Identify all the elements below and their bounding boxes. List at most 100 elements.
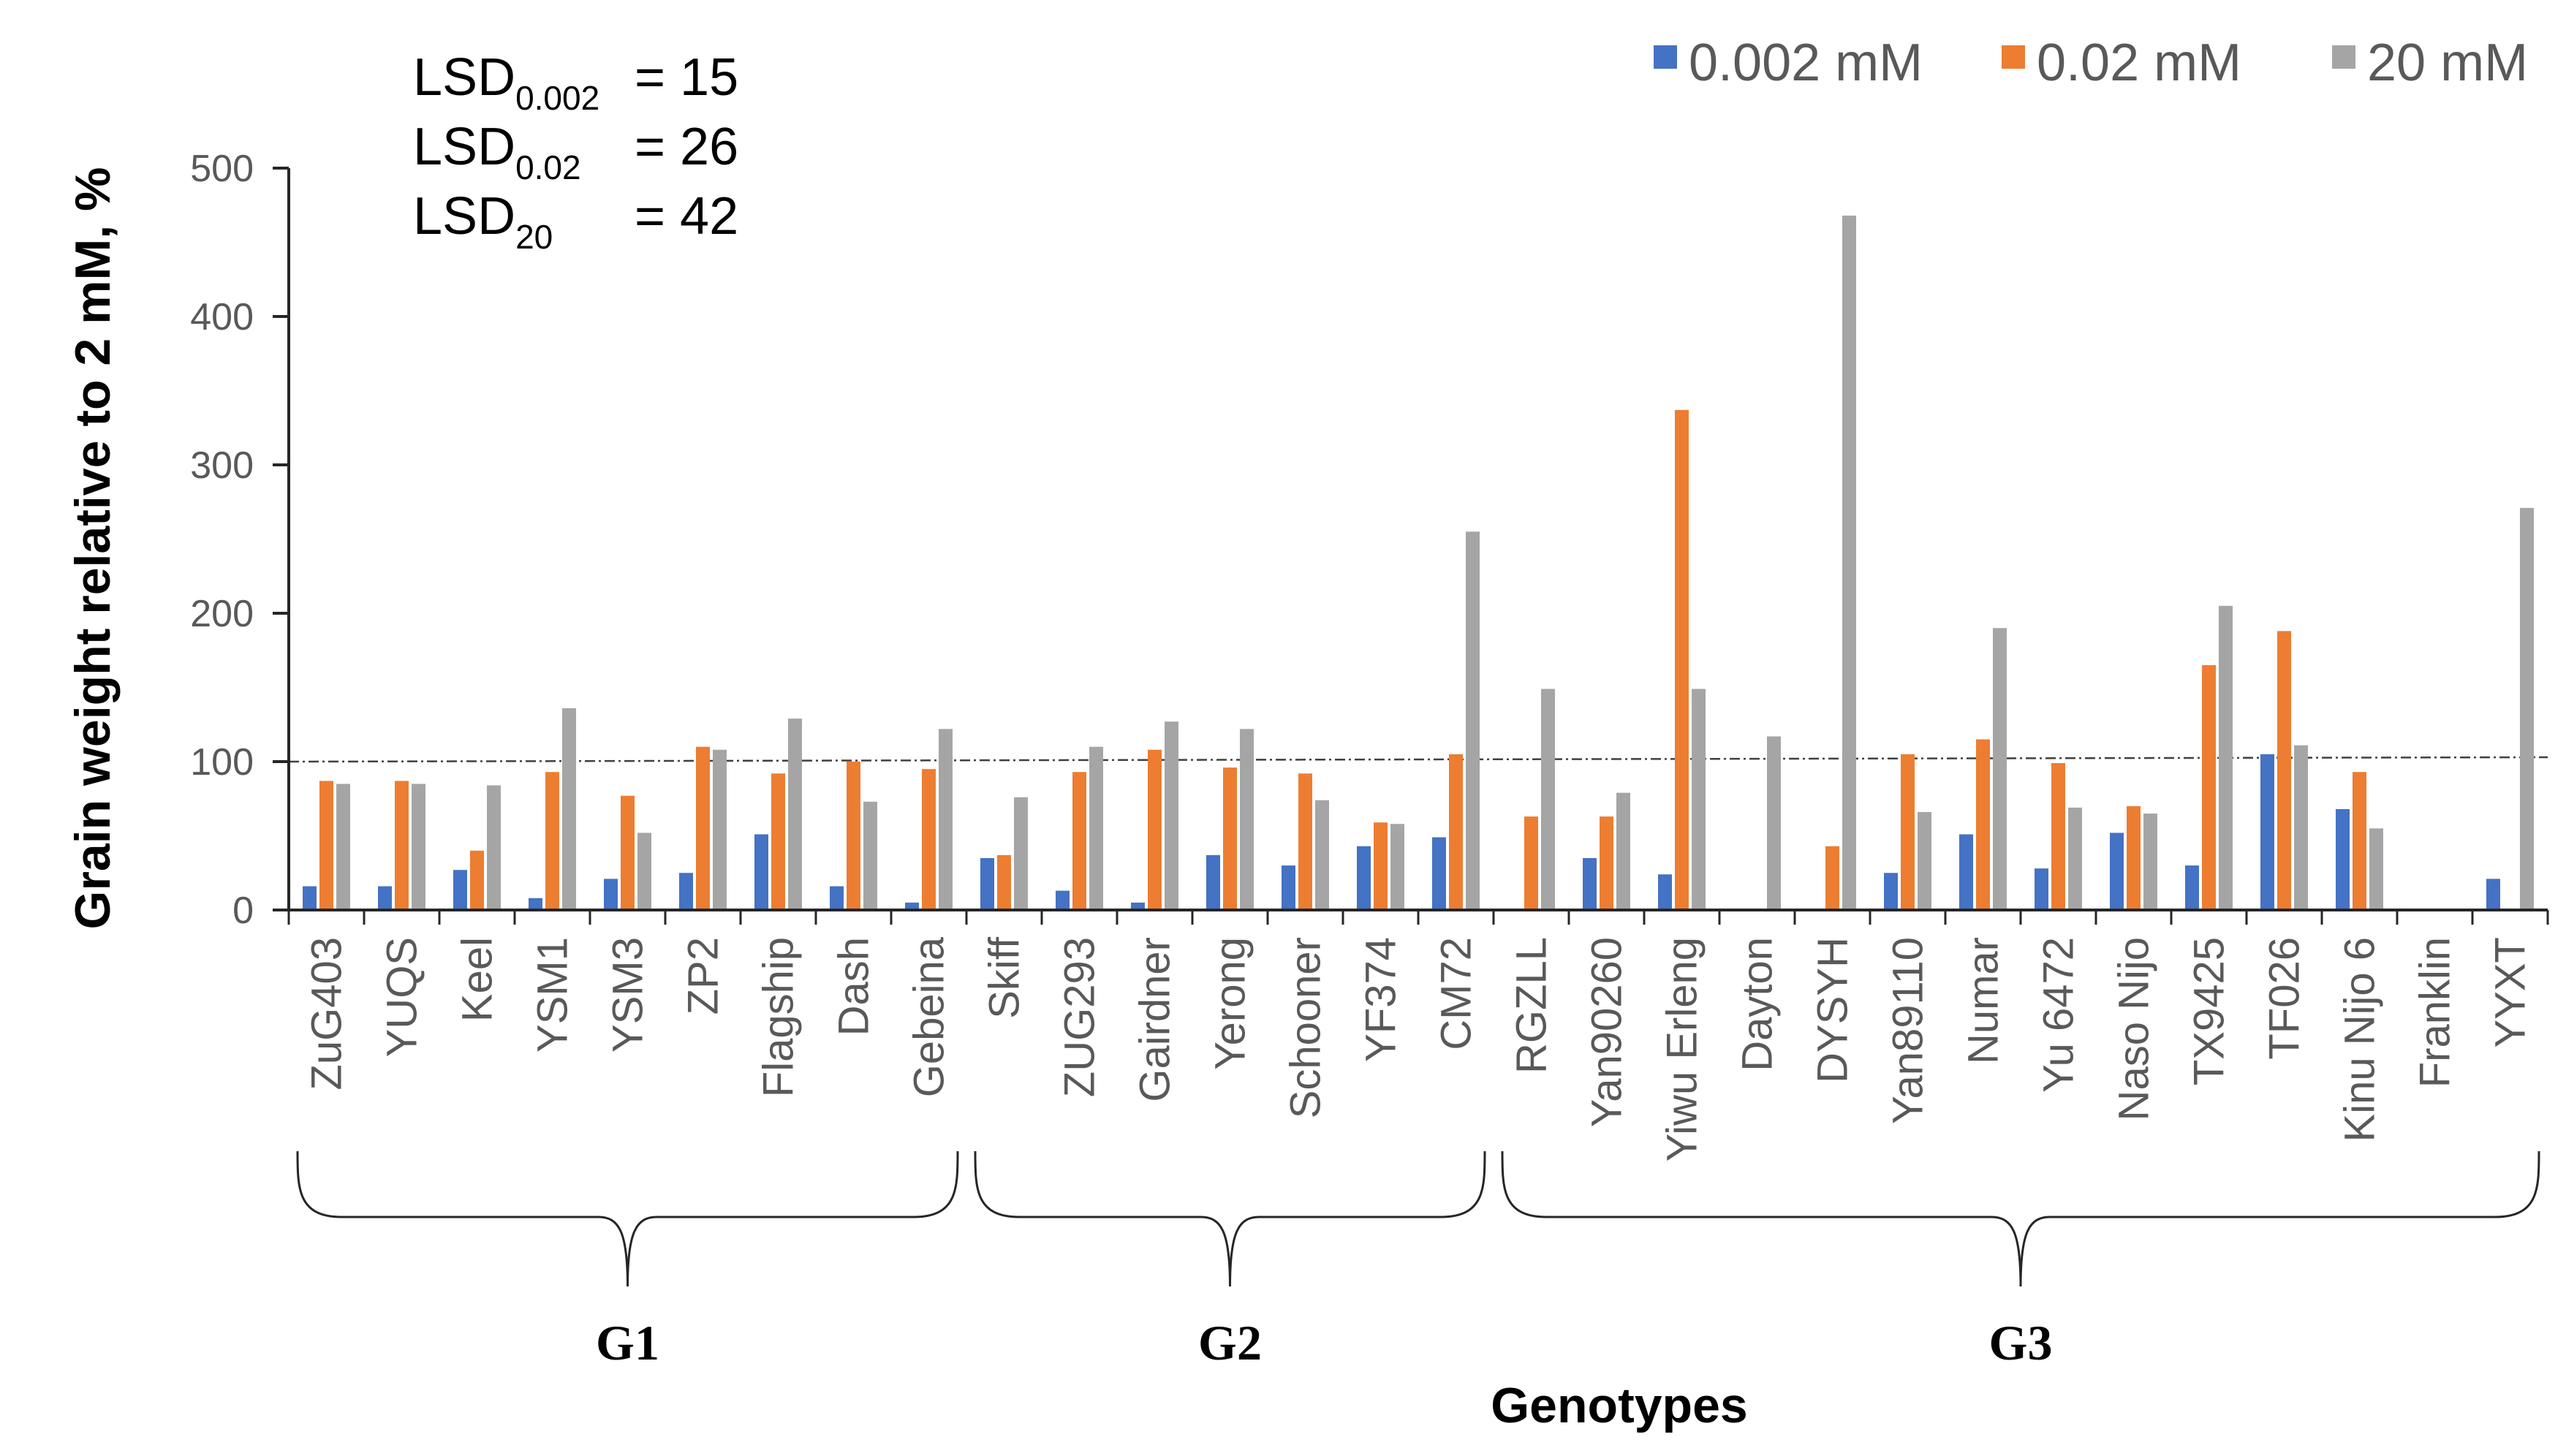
bar-gebeina-series-3 [939,729,953,910]
bar-ysm1-series-3 [562,708,576,910]
legend-label-1: 0.002 mM [1689,34,1923,92]
bar-gebeina-series-2 [922,769,936,910]
bar-gebeina-series-1 [905,902,919,910]
bar-schooner-series-2 [1298,773,1312,910]
bar-dysyh-series-3 [1842,215,1856,911]
group-brace-g2 [974,1150,1486,1287]
category-label: YSM3 [605,937,652,1053]
lsd-annotation-1: LSD0.002 [413,48,599,117]
group-label-g1: G1 [596,1315,659,1370]
bar-naso-nijo-series-3 [2143,814,2157,910]
category-label: Gebeina [906,936,953,1097]
bar-tf026-series-3 [2294,745,2308,910]
legend-label-2: 0.02 mM [2037,34,2241,92]
bar-yu-6472-series-1 [2035,868,2048,910]
bar-dayton-series-3 [1767,736,1781,910]
bar-kinu-nijo-6-series-1 [2336,808,2350,910]
bar-gairdner-series-3 [1165,721,1178,910]
bar-dash-series-2 [847,762,860,910]
bar-numar-series-1 [1959,834,1973,910]
bar-skiff-series-1 [980,857,994,910]
y-tick-label: 0 [232,890,254,932]
reference-line-100 [288,756,2548,763]
bar-kinu-nijo-6-series-3 [2369,828,2383,910]
category-label: Yu 6472 [2035,937,2083,1093]
category-label: YF374 [1358,937,1405,1062]
y-tick-label: 200 [190,593,254,635]
bar-yiwu-erleng-series-1 [1658,874,1672,910]
legend-swatch-1 [1654,45,1677,69]
category-label: YUQS [379,937,426,1057]
bar-cm72-series-3 [1466,531,1480,910]
bar-yan90260-series-2 [1600,816,1613,910]
bar-yan90260-series-1 [1583,857,1597,910]
category-label: Kinu Nijo 6 [2336,937,2384,1142]
bar-tf026-series-1 [2260,754,2274,910]
category-label: Keel [454,937,502,1022]
bar-zug293-series-3 [1089,746,1103,910]
category-label: TX9425 [2186,937,2233,1085]
bar-zp2-series-1 [679,873,693,910]
category-label: ZuG403 [303,937,351,1091]
category-label: Naso Nijo [2111,937,2158,1121]
lsd-subscript: 20 [515,218,553,256]
bar-yan89110-series-3 [1918,812,1931,910]
bar-tf026-series-2 [2277,631,2291,910]
category-label: CM72 [1433,937,1480,1050]
bar-zug403-series-3 [336,784,350,910]
bar-yan89110-series-1 [1884,873,1898,910]
lsd-annotation-3: LSD20 [413,187,553,256]
axis-layer: 0 100 200 300 400 500 [190,148,2549,932]
category-label: YSM1 [529,937,577,1053]
bar-yu-6472-series-3 [2068,807,2082,910]
y-axis-title: Grain weight relative to 2 mM, % [65,167,121,930]
lsd-annotation-2: LSD0.02 [413,118,581,186]
bar-yiwu-erleng-series-2 [1675,409,1689,910]
bar-yan89110-series-2 [1901,754,1915,910]
y-tick-label: 300 [190,444,254,487]
lsd-subscript: 0.02 [515,148,581,186]
bar-flagship-series-3 [788,718,802,910]
bar-schooner-series-1 [1282,865,1295,910]
bar-yf374-series-2 [1374,822,1388,910]
bar-yuqs-series-3 [412,784,425,910]
bar-yuqs-series-2 [395,781,409,910]
bar-zp2-series-2 [696,746,710,910]
category-label: Yan90260 [1583,937,1631,1127]
bar-zug403-series-1 [303,886,317,910]
group-braces-layer: G1 G2 G3 [296,1150,2540,1370]
category-label: Skiff [981,936,1029,1019]
lsd-value-1: = 15 [635,48,738,107]
bar-zug293-series-1 [1056,890,1070,910]
legend-swatch-2 [2002,45,2025,69]
category-label: Yan89110 [1885,937,1932,1124]
bar-zug293-series-2 [1072,772,1086,910]
category-label: Franklin [2412,937,2459,1088]
category-label: Schooner [1282,937,1330,1118]
bar-ysm3-series-1 [604,879,618,910]
bar-gairdner-series-2 [1148,749,1162,910]
category-label: ZP2 [680,937,727,1015]
bar-ysm3-series-2 [621,795,635,910]
bar-flagship-series-1 [754,834,768,910]
bar-ysm1-series-1 [529,898,542,910]
lsd-annotations: LSD0.002 = 15 LSD0.02 = 26 LSD20 = 42 [413,48,738,256]
bar-rgzll-series-2 [1524,816,1538,910]
bar-keel-series-1 [453,870,467,910]
bar-cm72-series-1 [1432,837,1446,910]
bar-keel-series-3 [487,785,501,910]
bar-rgzll-series-3 [1541,689,1555,910]
bar-kinu-nijo-6-series-2 [2353,772,2366,910]
y-tick-label: 100 [190,741,254,784]
bar-yerong-series-2 [1223,767,1237,910]
category-label: Dayton [1734,937,1782,1072]
lsd-value-3: = 42 [635,187,738,246]
group-label-g2: G2 [1198,1315,1262,1370]
bar-yf374-series-1 [1357,846,1371,910]
group-brace-g1 [296,1150,959,1287]
lsd-subscript: 0.002 [515,79,599,117]
bar-yerong-series-3 [1240,729,1254,910]
bar-yyxt-series-3 [2520,507,2534,910]
bar-cm72-series-2 [1449,754,1463,910]
